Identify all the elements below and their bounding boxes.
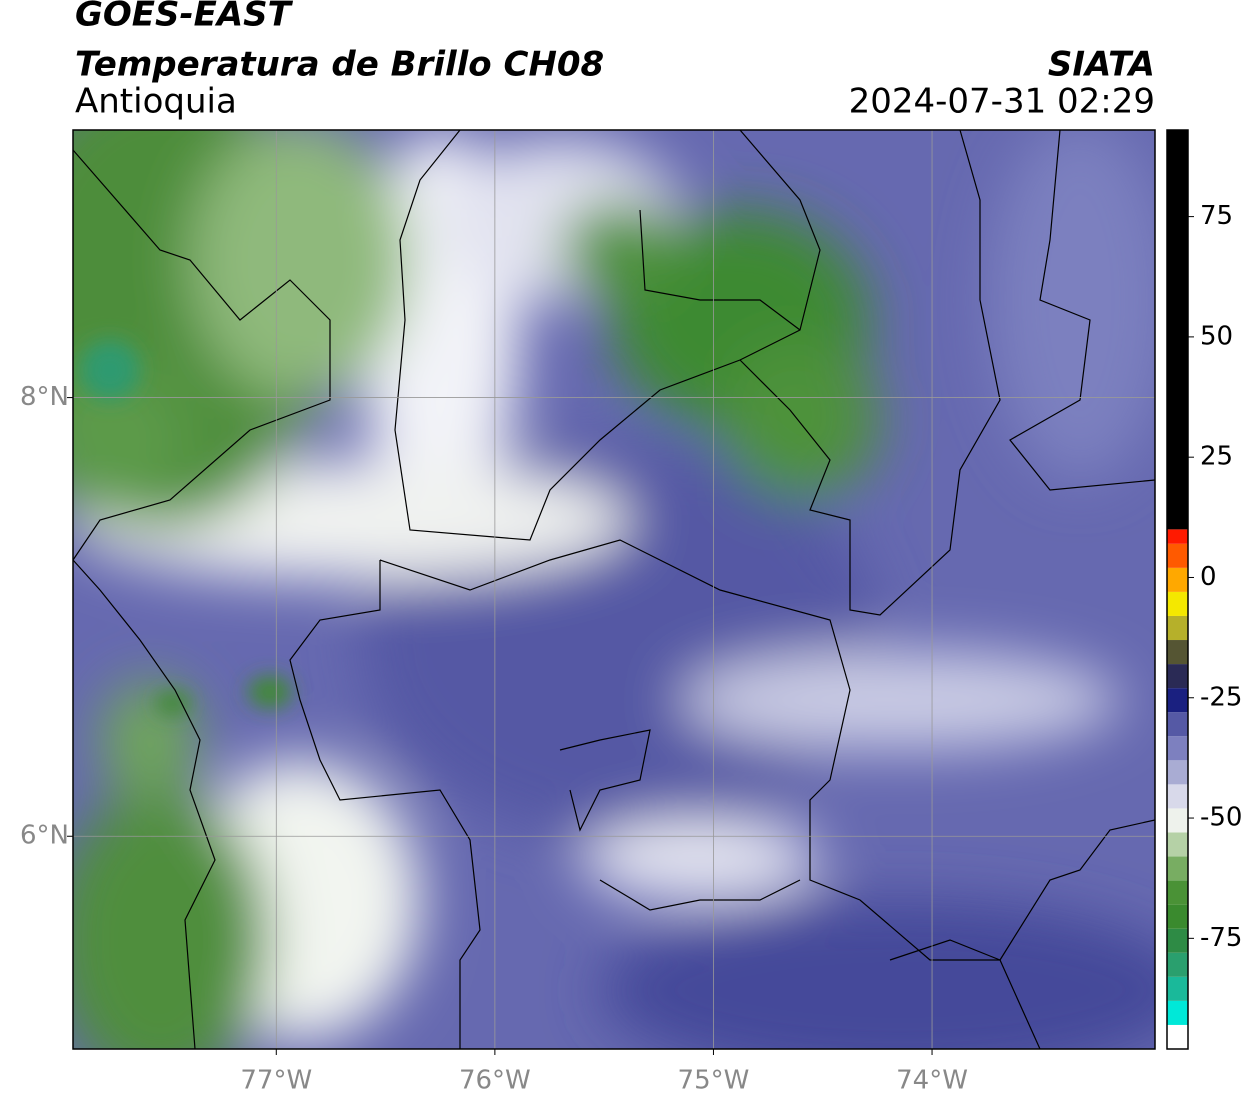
colorbar-band xyxy=(1167,952,1188,977)
colorbar-label: 75 xyxy=(1200,201,1233,231)
colorbar-band xyxy=(1167,976,1188,1001)
colorbar-band xyxy=(1167,664,1188,689)
colorbar-band xyxy=(1167,1024,1188,1049)
colorbar-band xyxy=(1167,567,1188,592)
colorbar-label: 50 xyxy=(1200,321,1233,351)
y-tick-label: 6°N xyxy=(20,821,69,851)
colorbar-band xyxy=(1167,712,1188,737)
colorbar-band xyxy=(1167,904,1188,929)
subtitle: Temperatura de Brillo CH08 xyxy=(75,45,604,85)
colorbar-label: 0 xyxy=(1200,562,1217,592)
colorbar-band xyxy=(1167,688,1188,713)
colorbar-band xyxy=(1167,543,1188,568)
map-frame xyxy=(72,129,1156,1050)
colorbar-band xyxy=(1167,856,1188,881)
colorbar-band xyxy=(1167,928,1188,953)
colorbar-band xyxy=(1167,832,1188,857)
x-tick-label: 76°W xyxy=(459,1066,531,1096)
field xyxy=(73,130,1155,1049)
colorbar-band xyxy=(1167,615,1188,641)
colorbar-frame xyxy=(1166,129,1189,1050)
y-tick-label: 8°N xyxy=(20,382,69,412)
region: Antioquia xyxy=(75,82,237,122)
colorbar-label: -25 xyxy=(1200,682,1242,712)
colorbar-band xyxy=(1167,784,1188,809)
colorbar-band xyxy=(1167,1000,1188,1025)
colorbar-label: -50 xyxy=(1200,803,1242,833)
colorbar-label: -75 xyxy=(1200,923,1242,953)
source: SIATA xyxy=(1048,45,1155,85)
colorbar-band xyxy=(1167,808,1188,833)
x-tick-label: 75°W xyxy=(678,1066,750,1096)
datetime: 2024-07-31 02:29 xyxy=(849,82,1155,122)
colorbar-band xyxy=(1167,736,1188,761)
colorbar-band xyxy=(1167,640,1188,665)
colorbar-band xyxy=(1167,760,1188,785)
x-tick-label: 77°W xyxy=(240,1066,312,1096)
colorbar-band xyxy=(1167,529,1188,544)
colorbar-band xyxy=(1167,591,1188,616)
title: GOES-EAST xyxy=(75,0,294,35)
colorbar-band xyxy=(1167,130,1188,530)
x-tick-label: 74°W xyxy=(896,1066,968,1096)
colorbar-band xyxy=(1167,880,1188,905)
colorbar-label: 25 xyxy=(1200,442,1233,472)
